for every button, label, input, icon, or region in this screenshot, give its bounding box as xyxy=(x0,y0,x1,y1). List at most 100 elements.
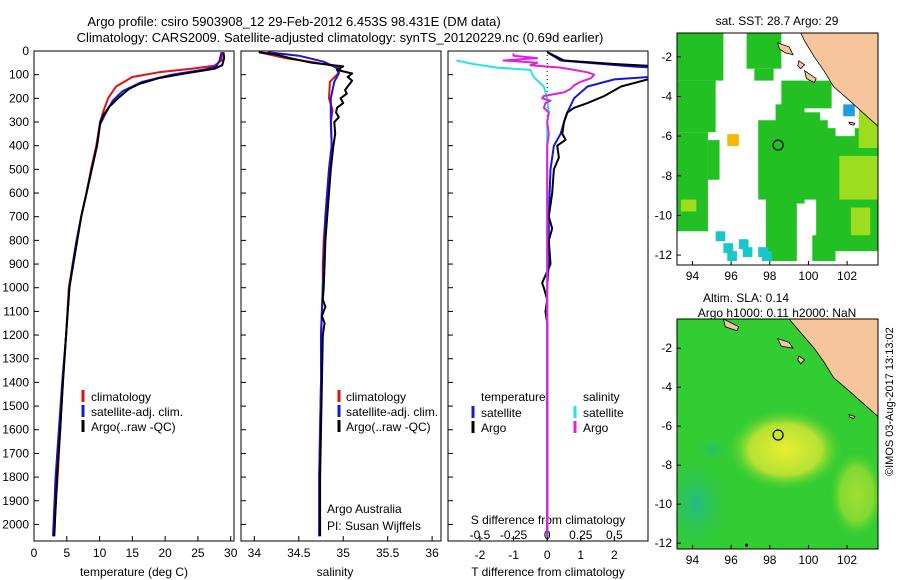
sst-map-ytick-label: -4 xyxy=(661,89,672,103)
temperature-xtick-label: 0 xyxy=(31,546,38,560)
sla-map-ytick-label: -6 xyxy=(661,419,672,433)
salinity-series-satellite xyxy=(267,51,340,537)
salinity-legend-label: satellite-adj. clim. xyxy=(346,405,438,419)
temperature-ytick-label: 700 xyxy=(9,210,29,224)
sst-no-data xyxy=(835,116,855,137)
sdiff-xtick-label: -0.5 xyxy=(470,528,491,542)
temperature-legend-label: climatology xyxy=(91,390,151,404)
sdiff-xtick-label: 0.25 xyxy=(569,528,593,542)
sst-no-data xyxy=(796,203,813,262)
diff-series-sal_satellite xyxy=(456,59,550,537)
figure-title-line2: Climatology: CARS2009. Satellite-adjuste… xyxy=(77,30,604,45)
temperature-ytick-label: 1300 xyxy=(2,352,29,366)
diff-legend-label: satellite xyxy=(583,406,624,420)
sst-map-xtick-label: 96 xyxy=(724,269,738,283)
sla-map-xtick-label: 102 xyxy=(837,553,857,567)
temperature-xtick-label: 20 xyxy=(158,546,172,560)
temperature-ytick-label: 1100 xyxy=(3,304,29,318)
sla-map-ytick-label: -4 xyxy=(661,380,672,394)
sla-map-xtick-label: 94 xyxy=(686,553,700,567)
island-enggano-sla xyxy=(848,413,856,419)
sla-map-ytick-label: -8 xyxy=(661,458,672,472)
sdiff-xtick-label: 0.5 xyxy=(606,528,623,542)
tdiff-xtick-label: 2 xyxy=(611,548,618,562)
sumatra-land xyxy=(800,33,878,127)
temperature-ytick-label: 1600 xyxy=(2,423,29,437)
salinity-xtick-label: 35 xyxy=(337,546,351,560)
sla-small-island xyxy=(745,543,749,547)
island-enggano xyxy=(848,121,856,126)
sla-map-frame xyxy=(676,318,879,550)
tdiff-xtick-label: -2 xyxy=(475,548,486,562)
sst-green-block xyxy=(707,140,720,180)
temperature-ytick-label: 800 xyxy=(9,233,29,247)
temperature-ytick-label: 1500 xyxy=(2,399,29,413)
sla-high-anomaly xyxy=(725,407,846,492)
sst-map-ytick-label: -8 xyxy=(661,169,672,183)
sla-map-title-line1: Altim. SLA: 0.14 xyxy=(703,291,789,305)
tdiff-xtick-label: 1 xyxy=(577,548,584,562)
island-simeulue-sla xyxy=(722,319,740,332)
sla-low-anomaly xyxy=(691,435,732,464)
sla-high-anomaly xyxy=(828,449,878,540)
salinity-note-pi: PI: Susan Wijffels xyxy=(327,519,421,533)
temperature-lines xyxy=(52,51,226,537)
salinity-xtick-label: 36 xyxy=(425,546,439,560)
temperature-ytick-label: 0 xyxy=(22,44,29,58)
temperature-xlabel: temperature (deg C) xyxy=(80,565,188,579)
salinity-lines xyxy=(258,51,354,537)
sla-map-ytick-label: -12 xyxy=(655,536,673,550)
sst-no-data xyxy=(719,88,751,129)
tdiff-xtick-label: -1 xyxy=(508,548,519,562)
tdiff-xtick-label: 0 xyxy=(544,548,551,562)
salinity-xtick-label: 34.5 xyxy=(287,546,311,560)
sst-green-block xyxy=(677,33,724,81)
salinity-series-argo xyxy=(258,51,354,537)
temperature-ytick-label: 1900 xyxy=(2,494,29,508)
sst-cool-pixel xyxy=(727,251,737,262)
salinity-legend-label: Argo(..raw -QC) xyxy=(346,420,431,434)
sst-warm-block xyxy=(680,199,697,212)
temperature-legend-label: Argo(..raw -QC) xyxy=(91,420,176,434)
sst-green-block xyxy=(827,203,848,228)
temperature-xtick-label: 25 xyxy=(191,546,205,560)
temperature-ytick-label: 1000 xyxy=(2,281,29,295)
sst-green-block xyxy=(677,132,708,232)
temperature-ytick-label: 300 xyxy=(9,115,29,129)
temperature-ytick-label: 400 xyxy=(9,139,29,153)
sla-map-title-line2: Argo h1000: 0.11 h2000: NaN xyxy=(698,306,857,320)
temperature-series-argo xyxy=(53,52,226,537)
salinity-frame xyxy=(240,50,442,542)
temperature-ytick-label: 2000 xyxy=(2,517,29,531)
temperature-ytick-label: 500 xyxy=(9,162,29,176)
sst-map-ytick-label: -2 xyxy=(661,50,672,64)
temperature-ytick-label: 100 xyxy=(9,68,29,82)
salinity-xtick-label: 34 xyxy=(248,546,262,560)
island-siberut-sla xyxy=(776,337,794,349)
imos-credit: ©IMOS 03-Aug-2017 13:13:02 xyxy=(884,327,896,476)
sst-warm-block xyxy=(850,207,871,236)
temperature-ytick-label: 1800 xyxy=(2,470,29,484)
sla-map-ytick-label: -2 xyxy=(661,341,672,355)
sumatra-land xyxy=(788,319,878,418)
island-sipora xyxy=(797,60,806,70)
diff-legend-title-salinity: salinity xyxy=(583,390,620,404)
tdiff-xlabel: T difference from climatology xyxy=(471,565,625,579)
sst-cool-pixel xyxy=(843,104,855,117)
sst-cool-pixel xyxy=(723,243,734,254)
sla-map-argo-marker xyxy=(772,429,784,441)
sst-green-block xyxy=(781,80,832,109)
salinity-xlabel: salinity xyxy=(317,565,354,579)
temperature-ytick-label: 200 xyxy=(9,91,29,105)
sst-map-xtick-label: 100 xyxy=(798,269,818,283)
figure-title-line1: Argo profile: csiro 5903908_12 29-Feb-20… xyxy=(87,14,500,29)
island-pagai xyxy=(803,69,817,84)
sst-cool-pixel xyxy=(762,251,772,262)
temperature-xtick-label: 30 xyxy=(224,546,238,560)
sst-map-content xyxy=(677,33,878,265)
diff-series-sal_argo xyxy=(502,53,596,537)
sst-map-argo-marker xyxy=(772,139,784,151)
temperature-ytick-label: 1700 xyxy=(2,446,29,460)
sst-map-ytick-label: -6 xyxy=(661,129,672,143)
